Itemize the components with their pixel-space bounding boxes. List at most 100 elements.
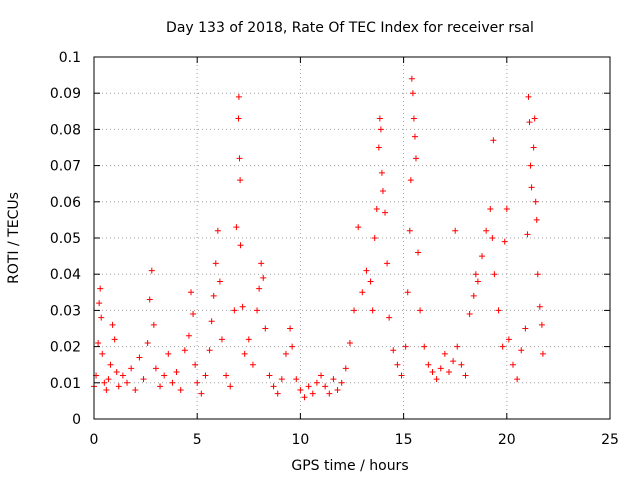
data-point (241, 350, 248, 357)
data-point (483, 227, 490, 234)
data-point (526, 119, 533, 126)
data-point (181, 347, 188, 354)
data-point (198, 390, 205, 397)
plot-frame (93, 56, 611, 420)
data-point (369, 307, 376, 314)
data-point (458, 361, 465, 368)
data-point (266, 372, 273, 379)
data-point (96, 300, 103, 307)
data-point (202, 372, 209, 379)
data-point (223, 372, 230, 379)
data-point (278, 376, 285, 383)
data-point (379, 187, 386, 194)
data-point (98, 314, 105, 321)
data-point (375, 144, 382, 151)
data-point (532, 198, 539, 205)
data-point (534, 271, 541, 278)
y-tick-label: 0.05 (50, 231, 81, 247)
data-point (256, 285, 263, 292)
data-point (441, 350, 448, 357)
data-point (262, 325, 269, 332)
data-point (132, 387, 139, 394)
data-point (382, 209, 389, 216)
data-point (270, 383, 277, 390)
data-point (425, 361, 432, 368)
y-tick-label: 0.01 (50, 376, 81, 392)
data-point (474, 278, 481, 285)
data-point (190, 311, 197, 318)
data-point (334, 387, 341, 394)
data-point (297, 387, 304, 394)
y-tick-label: 0.07 (50, 159, 81, 175)
data-point (212, 260, 219, 267)
data-point (338, 379, 345, 386)
data-point (231, 307, 238, 314)
data-point (330, 376, 337, 383)
data-point (146, 296, 153, 303)
data-point (150, 321, 157, 328)
y-tick-label: 0.06 (50, 195, 81, 211)
data-point (152, 365, 159, 372)
data-point (233, 224, 240, 231)
data-point (305, 383, 312, 390)
x-tick-labels: 0 5 10 15 20 25 (90, 432, 619, 448)
data-point (530, 144, 537, 151)
data-point (210, 292, 217, 299)
data-point (408, 75, 415, 82)
data-point (539, 350, 546, 357)
data-point (509, 361, 516, 368)
data-point (318, 372, 325, 379)
data-point (433, 376, 440, 383)
data-point (245, 336, 252, 343)
data-point (536, 303, 543, 310)
data-point (111, 336, 118, 343)
data-point (452, 227, 459, 234)
data-point (524, 231, 531, 238)
data-point (371, 235, 378, 241)
data-point (188, 289, 195, 296)
x-axis-label: GPS time / hours (291, 458, 408, 474)
y-tick-label: 0.1 (59, 50, 81, 66)
data-point (415, 249, 422, 256)
data-point (148, 267, 155, 274)
data-point (538, 321, 545, 328)
data-point (376, 115, 383, 122)
data-point (531, 115, 538, 122)
data-point (192, 361, 199, 368)
data-point (522, 325, 529, 332)
data-point (239, 303, 246, 310)
data-point (140, 376, 147, 383)
x-tick-label: 15 (395, 432, 413, 448)
data-point (410, 115, 417, 122)
data-point (113, 368, 120, 375)
data-point (462, 372, 469, 379)
grid-layer (94, 57, 610, 419)
data-point (274, 390, 281, 397)
data-point (115, 383, 122, 390)
data-point (518, 347, 525, 354)
data-point (472, 271, 479, 278)
y-tick-label: 0.04 (50, 267, 81, 283)
x-tick-label: 10 (291, 432, 309, 448)
data-point (409, 90, 416, 97)
data-point (177, 387, 184, 394)
data-point (470, 292, 477, 299)
data-point (466, 311, 473, 318)
x-tick-label: 20 (498, 432, 516, 448)
data-point (491, 271, 498, 278)
data-point (185, 332, 192, 339)
data-points-layer (91, 75, 546, 401)
ticks-layer (93, 56, 611, 420)
data-point (411, 133, 418, 140)
y-tick-label: 0.03 (50, 303, 81, 319)
data-point (342, 365, 349, 372)
y-axis-label: ROTI / TECUs (6, 192, 22, 284)
data-point (495, 307, 502, 314)
data-point (254, 307, 261, 314)
data-point (144, 339, 151, 346)
y-tick-labels: 0 0.01 0.02 0.03 0.04 0.05 0.06 0.07 0.08 0.09 0.1 (50, 50, 81, 428)
data-point (237, 177, 244, 184)
data-point (429, 368, 436, 375)
data-point (377, 126, 384, 133)
